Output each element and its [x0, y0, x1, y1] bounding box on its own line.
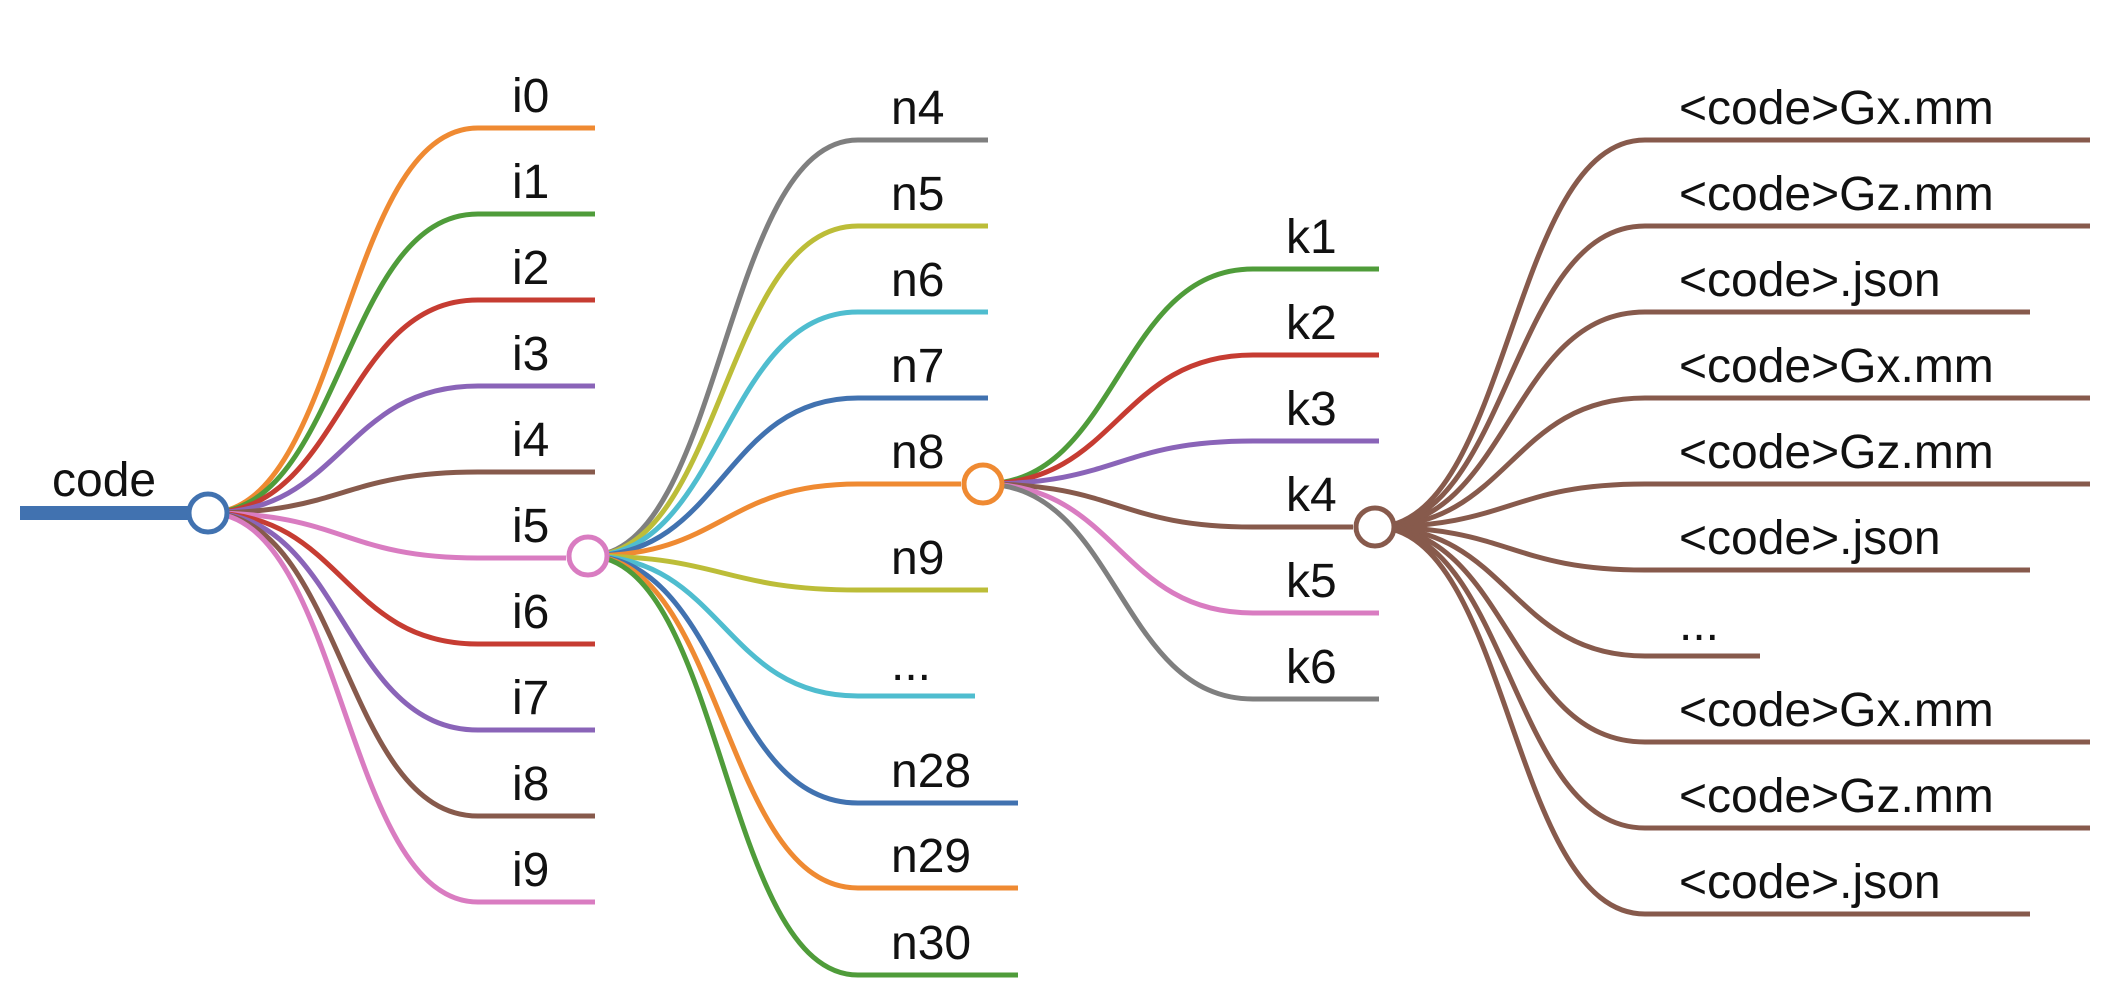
level1-branch-label: i4 [512, 414, 549, 467]
level4-branch-curve [1372, 395, 1648, 530]
level1-branch-curve [205, 469, 481, 516]
level2-branch-label: n4 [891, 82, 944, 135]
level4-branch-label: ... [1679, 598, 1719, 651]
level4-branch-label: <code>.json [1679, 254, 1941, 307]
level1-branch-label: i7 [512, 672, 549, 725]
level4-branch-curve [1372, 223, 1648, 530]
level4-branch-curve [1372, 524, 1648, 573]
branch-links [205, 125, 2090, 978]
level1-branch-curve [205, 297, 481, 516]
level3-branch-label: k1 [1286, 211, 1337, 264]
level4-branch-curve [1372, 309, 1648, 530]
level2-branch-label: n7 [891, 340, 944, 393]
level2-branch-label: n6 [891, 254, 944, 307]
level3-branch-curve [980, 266, 1256, 487]
level4-branch-label: <code>.json [1679, 512, 1941, 565]
level1-branch-curve [205, 510, 481, 819]
level2-branch-label: n9 [891, 532, 944, 585]
level1-branch-curve [205, 510, 481, 647]
level3-branch-curve [980, 481, 1256, 530]
level2-branch-curve [585, 553, 861, 891]
root-branch: code [20, 454, 190, 520]
level2-branch-curve [585, 553, 861, 978]
level3-branch-curve [980, 438, 1256, 487]
level1-branch-curve [205, 510, 481, 733]
level2-branch-curve [585, 395, 861, 559]
level3-branch-label: k6 [1286, 641, 1337, 694]
level1-branch-label: i0 [512, 70, 549, 123]
level1-branch-label: i2 [512, 242, 549, 295]
level1-branch-label: i1 [512, 156, 549, 209]
level3-branch-label: k2 [1286, 297, 1337, 350]
level1-branch-label: i6 [512, 586, 549, 639]
branch-labels: i0 i1 i2 i3 i4 i5 i6 i7 i8 i9 n4 n5 n6 n7 n8 n9... n28 n2… [512, 70, 1994, 970]
level3-branch-label: k4 [1286, 469, 1337, 522]
level4-branch-label: <code>Gx.mm [1679, 684, 1994, 737]
n8-node-circle[interactable] [961, 462, 1005, 506]
level4-branch-curve [1372, 137, 1648, 530]
level2-branch-curve [585, 553, 861, 593]
level2-branch-curve [585, 309, 861, 559]
level2-branch-curve [585, 553, 861, 806]
level4-branch-label: <code>Gx.mm [1679, 82, 1994, 135]
level1-branch-curve [205, 211, 481, 516]
level4-branch-label: <code>Gz.mm [1679, 168, 1994, 221]
level1-branch-label: i9 [512, 844, 549, 897]
level2-branch-label: n28 [891, 745, 971, 798]
level3-branch-curve [980, 352, 1256, 487]
level1-branch-curve [205, 125, 481, 516]
level3-branch-curve [980, 481, 1256, 616]
root-label: code [52, 454, 156, 507]
k4-node-circle[interactable] [1353, 505, 1397, 549]
level1-branch-curve [205, 510, 481, 905]
expand-nodes [186, 462, 1397, 578]
level1-branch-label: i5 [512, 500, 549, 553]
level4-branch-curve [1372, 524, 1648, 831]
level4-branch-label: <code>.json [1679, 856, 1941, 909]
root-node-circle[interactable] [186, 491, 230, 535]
level2-branch-curve [585, 137, 861, 559]
level4-branch-curve [1372, 524, 1648, 659]
level3-branch-curve [980, 481, 1256, 702]
level2-branch-curve [585, 481, 861, 559]
i5-node-circle[interactable] [566, 534, 610, 578]
level4-branch-curve [1372, 524, 1648, 917]
level2-branch-curve [585, 553, 861, 699]
level2-branch-label: n29 [891, 830, 971, 883]
level4-branch-curve [1372, 524, 1648, 745]
level3-branch-label: k5 [1286, 555, 1337, 608]
level2-branch-curve [585, 223, 861, 559]
level2-branch-label: n5 [891, 168, 944, 221]
level4-branch-label: <code>Gz.mm [1679, 770, 1994, 823]
level4-branch-label: <code>Gz.mm [1679, 426, 1994, 479]
level1-branch-curve [205, 510, 481, 561]
level1-branch-label: i3 [512, 328, 549, 381]
level4-branch-label: <code>Gx.mm [1679, 340, 1994, 393]
level2-branch-label: ... [891, 638, 931, 691]
level2-branch-label: n30 [891, 917, 971, 970]
level1-branch-curve [205, 383, 481, 516]
level3-branch-label: k3 [1286, 383, 1337, 436]
level2-branch-label: n8 [891, 426, 944, 479]
level1-branch-label: i8 [512, 758, 549, 811]
level4-branch-curve [1372, 481, 1648, 530]
